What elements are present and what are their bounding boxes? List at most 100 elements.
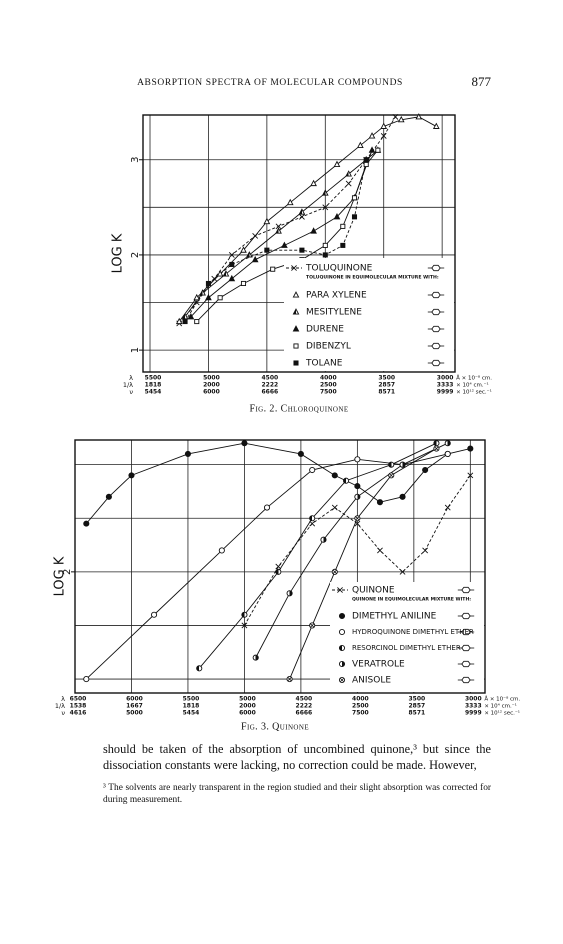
x-tick-label: 4500	[262, 375, 279, 382]
legend-label: VERATROLE	[352, 660, 405, 670]
data-point	[199, 289, 206, 296]
data-point	[222, 270, 230, 277]
data-point	[354, 483, 361, 490]
data-point	[275, 223, 282, 230]
x-tick-label: 5500	[183, 696, 200, 703]
x-tick-label: 9999	[465, 710, 482, 717]
legend-marker	[292, 325, 300, 332]
data-point	[363, 161, 369, 168]
x-row-unit: Å × 10⁻⁸ cm.	[484, 696, 520, 703]
data-point	[83, 676, 90, 683]
data-point	[241, 622, 248, 629]
data-point	[240, 246, 247, 253]
marker-cross	[310, 623, 315, 628]
data-point	[333, 160, 341, 168]
x-row-label: 1/λ	[55, 702, 65, 710]
data-point	[310, 179, 317, 187]
x-row-unit: × 10¹² sec.⁻¹	[456, 389, 492, 396]
data-point	[363, 157, 369, 163]
series-line	[196, 149, 379, 322]
series-line	[255, 442, 448, 658]
x-tick-label: 2000	[203, 382, 220, 389]
legend-label: MESITYLENE	[306, 308, 362, 318]
data-point	[433, 445, 440, 452]
data-point	[240, 280, 247, 287]
data-point	[275, 227, 282, 234]
x-tick-label: 6666	[262, 389, 279, 396]
x-tick-label: 2857	[378, 382, 395, 389]
data-point	[432, 122, 440, 129]
x-tick-label: 4616	[70, 710, 87, 717]
data-point	[211, 275, 218, 282]
data-point	[299, 213, 305, 220]
data-point	[297, 450, 304, 457]
data-point	[357, 141, 364, 148]
x-tick-label: 7500	[352, 710, 369, 717]
legend-marker	[338, 676, 346, 684]
data-point	[241, 611, 248, 618]
figure-caption: Fig. 3. Quinone	[241, 721, 309, 732]
marker-cross	[434, 446, 439, 451]
data-point	[388, 472, 395, 479]
data-point	[264, 247, 270, 253]
series-line	[178, 116, 437, 322]
data-point	[340, 223, 346, 229]
data-point	[194, 319, 200, 325]
x-row-label: ν	[61, 709, 65, 717]
data-point	[275, 568, 282, 575]
data-point	[105, 493, 112, 500]
data-point	[241, 440, 248, 447]
x-tick-label: 4000	[320, 375, 337, 382]
x-row-unit: × 10⁴ cm.⁻¹	[484, 703, 517, 710]
data-point	[299, 247, 305, 253]
y-tick-label: 2	[62, 569, 73, 575]
data-point	[345, 180, 352, 187]
legend-label: TOLUQUINONE	[305, 264, 373, 274]
data-point	[270, 266, 276, 272]
x-tick-label: 3000	[437, 375, 454, 382]
data-point	[216, 270, 224, 277]
data-point	[309, 515, 316, 522]
data-point	[354, 520, 361, 527]
series-line	[184, 149, 379, 318]
x-tick-label: 4000	[352, 696, 369, 703]
x-tick-label: 2222	[296, 703, 313, 710]
data-point	[151, 611, 158, 618]
x-tick-label: 9999	[437, 389, 454, 396]
data-point	[320, 536, 327, 543]
data-point	[205, 293, 212, 301]
y-axis-label: LOG K	[53, 556, 68, 596]
x-row-label: λ	[61, 695, 65, 703]
x-tick-label: 4500	[296, 696, 313, 703]
data-point	[354, 456, 361, 463]
data-point	[322, 204, 329, 211]
x-tick-label: 8571	[378, 389, 395, 396]
data-point	[433, 440, 440, 447]
legend-marker	[292, 291, 300, 298]
data-point	[281, 241, 288, 248]
marker-cross	[287, 677, 292, 681]
legend-marker	[293, 343, 299, 349]
legend-box	[330, 582, 484, 692]
legend-label: ANISOLE	[352, 676, 391, 686]
x-tick-label: 2222	[262, 382, 279, 389]
figure-caption: Fig. 2. Chloroquinone	[249, 403, 348, 414]
data-point	[229, 261, 235, 267]
x-tick-label: 6666	[296, 710, 313, 717]
data-point	[331, 472, 338, 479]
legend-marker	[338, 612, 346, 620]
x-tick-label: 7500	[320, 389, 337, 396]
x-tick-label: 3333	[465, 703, 482, 710]
x-tick-label: 2500	[320, 382, 337, 389]
x-tick-label: 2500	[352, 703, 369, 710]
data-point	[380, 122, 388, 129]
x-tick-label: 5000	[126, 710, 143, 717]
legend-label: HYDROQUINONE DIMETHYL ETHER	[352, 628, 474, 636]
data-point	[351, 214, 358, 220]
data-point	[245, 251, 253, 258]
legend-label: PARA XYLENE	[306, 291, 367, 301]
data-point	[252, 654, 259, 661]
data-point	[343, 477, 350, 484]
data-point	[252, 232, 259, 239]
x-tick-label: 2857	[408, 703, 425, 710]
